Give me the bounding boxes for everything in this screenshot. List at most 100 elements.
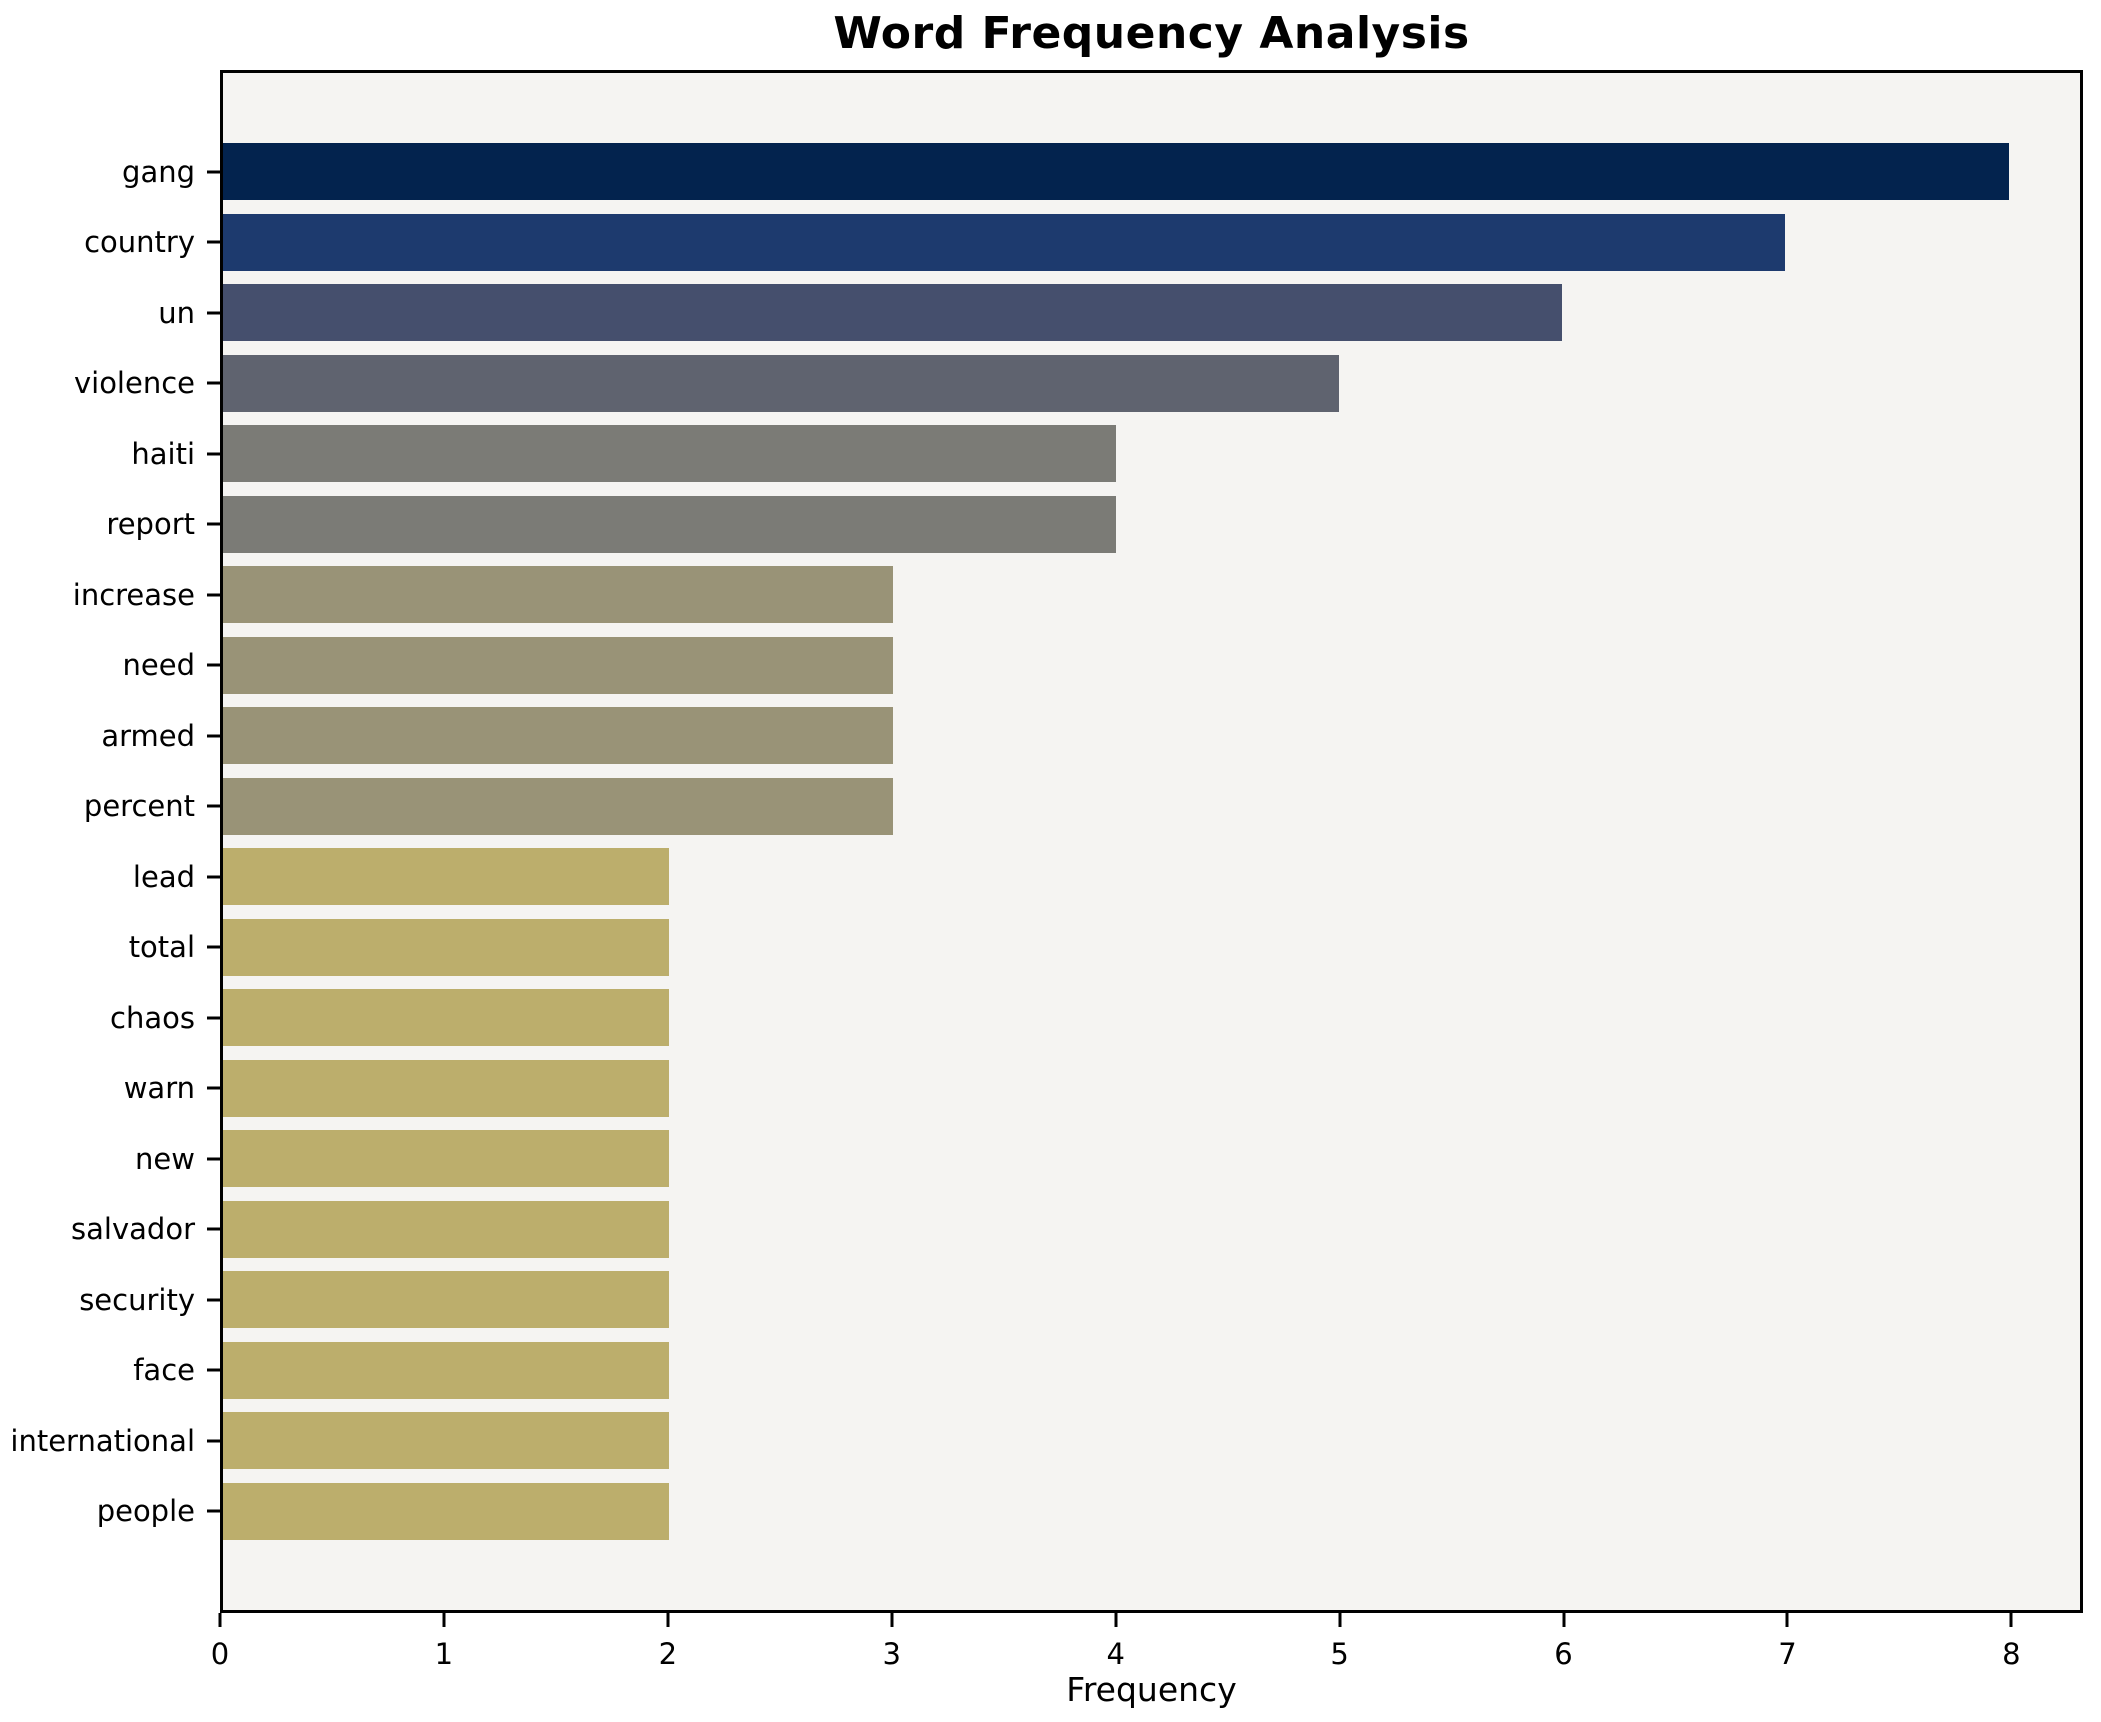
chart-title: Word Frequency Analysis: [833, 8, 1470, 59]
x-tick-mark: [218, 1613, 222, 1627]
y-tick-label: haiti: [131, 436, 195, 471]
bar-chaos: [223, 989, 670, 1047]
bar-violence: [223, 354, 1339, 412]
bar-total: [223, 918, 670, 976]
bar-need: [223, 636, 893, 694]
bar-row: international: [10, 1412, 2080, 1470]
bar-row: report: [106, 495, 2080, 553]
y-tick-label: lead: [132, 859, 195, 894]
bar-row: armed: [101, 707, 2080, 765]
bar-country: [223, 213, 1786, 271]
y-tick-mark: [207, 240, 220, 244]
y-tick-mark: [207, 593, 220, 597]
y-tick-mark: [207, 1368, 220, 1372]
y-tick-label: armed: [101, 718, 195, 753]
y-tick-label: gang: [122, 154, 195, 189]
bar-security: [223, 1271, 670, 1329]
bar-people: [223, 1482, 670, 1540]
y-tick-label: need: [122, 648, 195, 683]
bar-row: gang: [122, 143, 2080, 200]
x-tick-label: 0: [210, 1637, 230, 1671]
y-tick-mark: [207, 452, 220, 456]
bar-un: [223, 284, 1563, 342]
bar-row: violence: [74, 354, 2080, 412]
y-tick-label: un: [158, 295, 195, 330]
y-tick-label: increase: [72, 577, 195, 612]
x-tick-mark: [1562, 1613, 1565, 1627]
y-tick-label: country: [84, 225, 195, 260]
bar-international: [223, 1412, 670, 1470]
x-tick-label: 5: [1330, 1637, 1349, 1671]
y-tick-mark: [207, 1157, 220, 1161]
x-tick-label: 3: [882, 1637, 901, 1671]
bar-row: increase: [73, 566, 2080, 624]
x-tick-mark: [1114, 1613, 1118, 1627]
y-tick-mark: [207, 804, 220, 808]
bars-container: gang country un violence haiti report increase…: [10, 143, 2080, 1540]
bar-face: [223, 1341, 670, 1399]
y-tick-mark: [207, 1439, 220, 1443]
y-tick-mark: [207, 1509, 220, 1513]
x-tick-mark: [890, 1613, 894, 1627]
bar-row: total: [129, 918, 2080, 976]
y-tick-mark: [207, 945, 220, 949]
y-tick-label: salvador: [71, 1212, 195, 1247]
x-tick-mark: [1338, 1613, 1342, 1627]
bar-percent: [223, 777, 893, 835]
bar-increase: [223, 566, 893, 624]
x-tick-label: 4: [1106, 1637, 1125, 1671]
x-tick-label: 1: [434, 1637, 454, 1671]
x-tick-label: 8: [2002, 1637, 2021, 1671]
bar-row: face: [133, 1341, 2080, 1399]
x-axis-label: Frequency: [1066, 1670, 1237, 1709]
bar-row: people: [97, 1482, 2080, 1540]
x-tick-mark: [666, 1613, 670, 1627]
x-tick-label: 7: [1778, 1637, 1797, 1671]
y-tick-mark: [207, 1016, 220, 1020]
y-tick-mark: [207, 875, 220, 879]
bar-salvador: [223, 1200, 670, 1258]
plot-area: gang country un violence haiti report increase…: [10, 70, 2083, 1613]
y-tick-mark: [207, 522, 220, 526]
x-tick-mark: [1785, 1613, 1789, 1627]
y-tick-label: security: [79, 1282, 195, 1317]
y-tick-mark: [207, 1298, 220, 1302]
y-tick-mark: [207, 1227, 220, 1231]
y-tick-label: warn: [123, 1071, 195, 1106]
x-tick-label: 6: [1554, 1637, 1573, 1671]
x-tick-label: 2: [658, 1637, 678, 1671]
y-tick-mark: [207, 311, 220, 315]
bar-row: security: [79, 1271, 2080, 1329]
bar-row: percent: [84, 777, 2080, 835]
x-tick-mark: [442, 1613, 446, 1627]
bar-new: [223, 1130, 670, 1188]
bar-row: salvador: [71, 1200, 2080, 1258]
y-tick-label: people: [96, 1494, 195, 1529]
y-tick-mark: [207, 663, 220, 667]
bar-haiti: [223, 425, 1116, 483]
y-tick-mark: [207, 381, 220, 385]
y-tick-label: new: [135, 1141, 195, 1176]
bar-row: new: [135, 1130, 2080, 1188]
bar-row: haiti: [131, 425, 2080, 483]
x-tick-mark: [2009, 1613, 2013, 1627]
y-tick-mark: [207, 734, 220, 738]
bar-warn: [223, 1059, 670, 1117]
bar-row: need: [123, 636, 2080, 694]
bar-row: chaos: [110, 989, 2080, 1047]
y-tick-mark: [207, 1086, 220, 1090]
y-tick-label: report: [106, 507, 195, 542]
bar-row: lead: [133, 848, 2080, 906]
bar-gang: [223, 143, 2009, 200]
y-tick-label: international: [10, 1423, 195, 1458]
y-tick-label: chaos: [110, 1000, 195, 1035]
y-tick-label: face: [133, 1353, 195, 1388]
bar-lead: [223, 848, 670, 906]
y-tick-label: violence: [73, 366, 195, 401]
bar-row: warn: [124, 1059, 2080, 1117]
y-tick-label: total: [128, 930, 195, 965]
y-tick-label: percent: [83, 789, 195, 824]
y-tick-mark: [207, 170, 220, 173]
bar-armed: [223, 707, 893, 765]
